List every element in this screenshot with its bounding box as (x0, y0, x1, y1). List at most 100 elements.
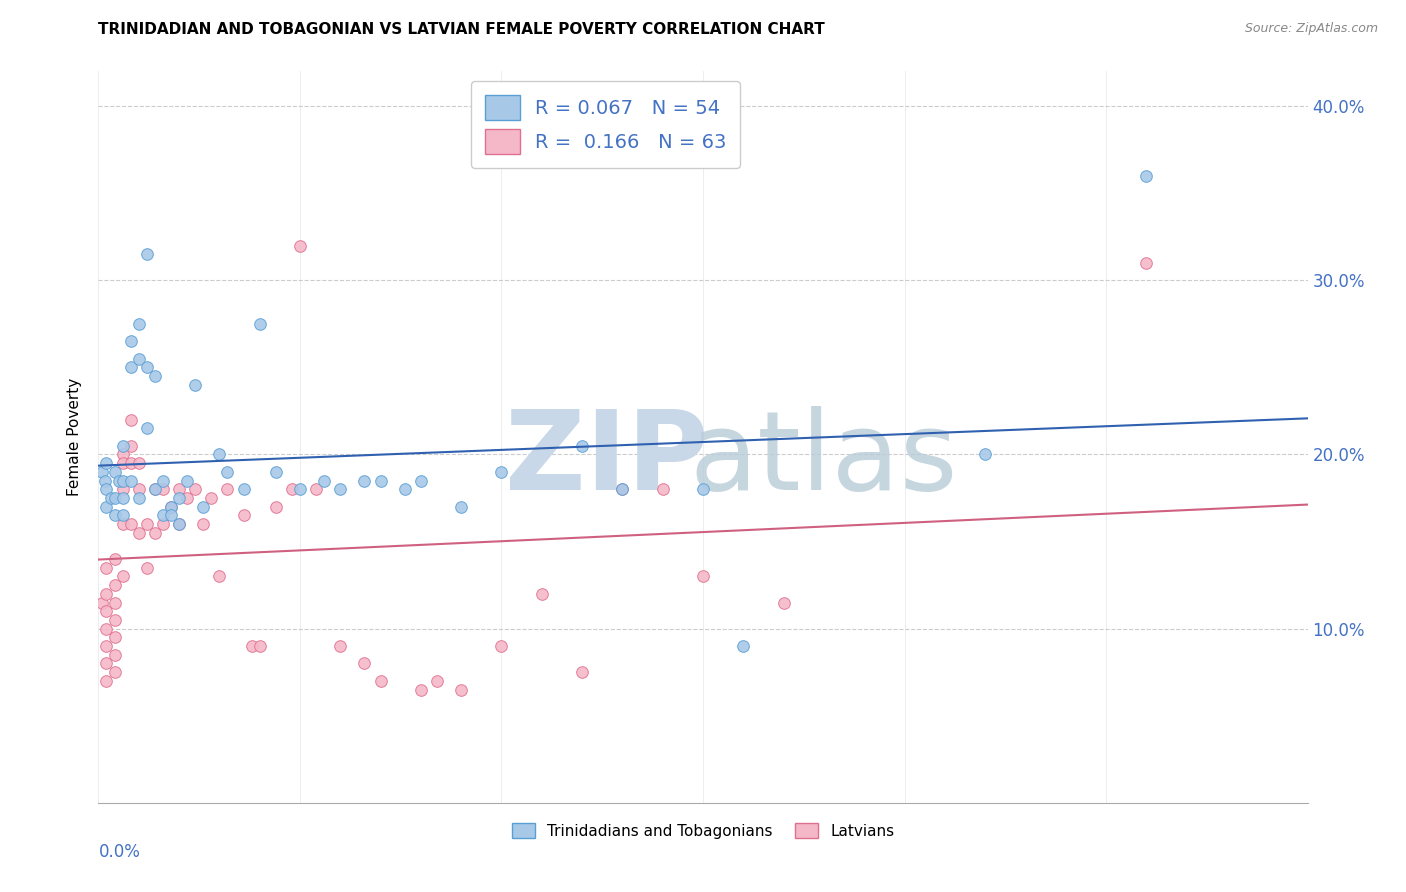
Legend: Trinidadians and Tobagonians, Latvians: Trinidadians and Tobagonians, Latvians (503, 815, 903, 847)
Point (240, 639, 263, 653)
Point (96, 500, 118, 514)
Point (143, 369, 166, 384)
Point (96, 604, 118, 618)
Point (120, 439, 142, 453)
Point (94, 474, 117, 488)
Point (176, 491, 198, 505)
Point (176, 474, 198, 488)
Point (96, 483, 118, 497)
Point (571, 665, 593, 680)
Point (491, 639, 513, 653)
Point (974, 448, 997, 462)
Point (329, 483, 352, 497)
Text: atlas: atlas (690, 406, 957, 513)
Point (111, 483, 134, 497)
Point (120, 334, 142, 349)
Point (314, 474, 336, 488)
Point (152, 508, 174, 523)
Point (103, 552, 125, 566)
Point (143, 483, 166, 497)
Point (353, 657, 375, 671)
Point (96, 456, 118, 470)
Point (135, 360, 157, 375)
Point (160, 500, 183, 514)
Point (370, 474, 392, 488)
Point (152, 474, 174, 488)
Point (111, 569, 134, 583)
Point (120, 456, 142, 470)
Point (111, 439, 134, 453)
Point (217, 483, 239, 497)
Point (160, 508, 183, 523)
Point (152, 517, 174, 532)
Point (152, 483, 174, 497)
Point (450, 682, 472, 697)
Point (1135, 256, 1157, 270)
Point (249, 317, 271, 331)
Point (353, 474, 375, 488)
Point (103, 665, 125, 680)
Point (96, 657, 118, 671)
Text: 0.0%: 0.0% (98, 843, 141, 861)
Point (491, 465, 513, 479)
Point (167, 483, 190, 497)
Point (103, 491, 125, 505)
Point (249, 639, 271, 653)
Point (612, 483, 634, 497)
Point (530, 587, 553, 601)
Point (96, 587, 118, 601)
Point (103, 648, 125, 662)
Point (232, 508, 254, 523)
Y-axis label: Female Poverty: Female Poverty (67, 378, 83, 496)
Point (91, 465, 114, 479)
Point (167, 491, 190, 505)
Point (394, 483, 416, 497)
Point (288, 483, 311, 497)
Text: TRINIDADIAN AND TOBAGONIAN VS LATVIAN FEMALE POVERTY CORRELATION CHART: TRINIDADIAN AND TOBAGONIAN VS LATVIAN FE… (98, 22, 825, 37)
Point (208, 448, 231, 462)
Point (111, 474, 134, 488)
Point (128, 456, 150, 470)
Point (143, 483, 166, 497)
Point (184, 483, 207, 497)
Point (107, 474, 129, 488)
Point (264, 500, 287, 514)
Point (135, 247, 157, 261)
Point (167, 517, 190, 532)
Point (120, 517, 142, 532)
Point (329, 639, 352, 653)
Point (1135, 169, 1157, 183)
Point (692, 483, 714, 497)
Point (120, 474, 142, 488)
Point (184, 377, 207, 392)
Point (128, 317, 150, 331)
Point (96, 673, 118, 688)
Point (128, 483, 150, 497)
Point (193, 500, 215, 514)
Point (692, 569, 714, 583)
Point (111, 517, 134, 532)
Point (305, 483, 328, 497)
Point (409, 474, 432, 488)
Point (128, 525, 150, 540)
Point (100, 491, 122, 505)
Point (128, 351, 150, 366)
Point (193, 517, 215, 532)
Point (96, 622, 118, 636)
Point (135, 421, 157, 435)
Point (135, 517, 157, 532)
Point (370, 673, 392, 688)
Point (128, 491, 150, 505)
Point (111, 508, 134, 523)
Point (111, 456, 134, 470)
Point (208, 569, 231, 583)
Point (96, 560, 118, 574)
Point (281, 483, 304, 497)
Point (772, 595, 794, 609)
Point (120, 360, 142, 375)
Point (91, 595, 114, 609)
Point (200, 491, 222, 505)
Point (111, 491, 134, 505)
Point (217, 465, 239, 479)
Point (612, 483, 634, 497)
